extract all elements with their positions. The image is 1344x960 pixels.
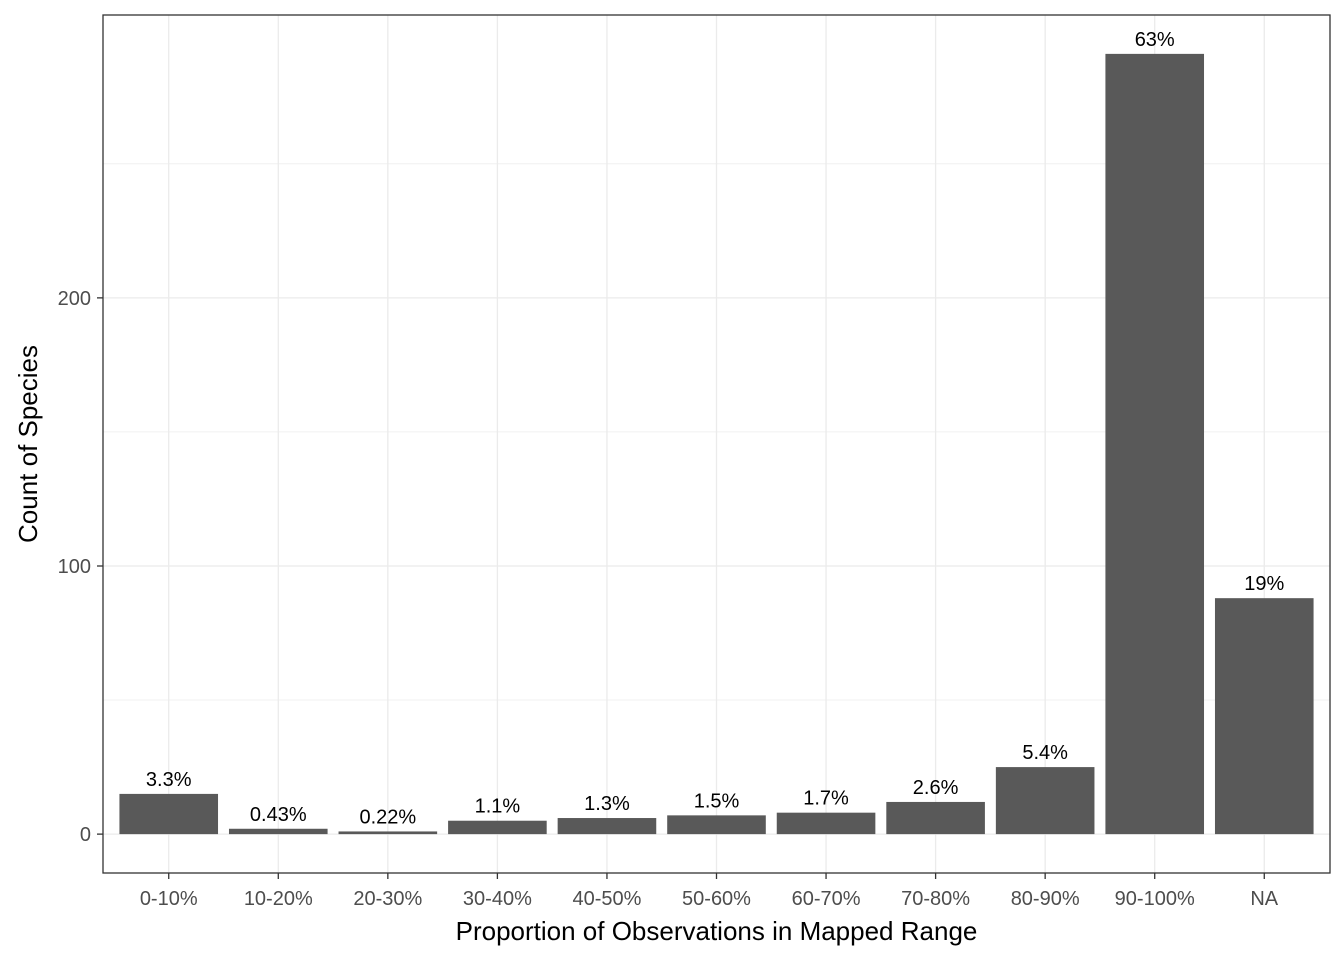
x-tick-label: 10-20% — [244, 888, 313, 910]
bars — [119, 53, 1314, 835]
x-tick-label: 90-100% — [1115, 888, 1195, 910]
bar — [1105, 53, 1205, 835]
x-tick-label: 0-10% — [140, 888, 198, 910]
bar-value-label: 1.7% — [803, 788, 849, 810]
bar-labels: 3.3% 0.43% 0.22% 1.1% 1.3% 1.5% 1.7% 2.6% 5.4% 63… — [146, 29, 1285, 829]
x-tick-label: NA — [1250, 888, 1278, 910]
bar — [228, 828, 328, 835]
y-axis-title: Count of Species — [13, 345, 43, 543]
bar — [119, 793, 219, 835]
bar — [995, 767, 1095, 835]
bar-value-label: 2.6% — [913, 777, 959, 799]
bar — [776, 812, 876, 835]
bar — [1214, 598, 1314, 835]
bar-value-label: 1.1% — [475, 796, 521, 818]
y-tick-label: 100 — [58, 556, 91, 578]
bar-value-label: 19% — [1244, 573, 1284, 595]
x-tick-label: 60-70% — [792, 888, 861, 910]
x-tick-label: 80-90% — [1011, 888, 1080, 910]
y-axis-ticks: 0 100 200 — [58, 288, 103, 846]
major-gridlines — [103, 15, 1330, 873]
x-tick-label: 50-60% — [682, 888, 751, 910]
y-tick-label: 200 — [58, 288, 91, 310]
bar — [338, 831, 438, 835]
x-axis-title: Proportion of Observations in Mapped Ran… — [456, 916, 978, 946]
x-tick-label: 20-30% — [353, 888, 422, 910]
bar — [448, 820, 547, 835]
bar-value-label: 1.5% — [694, 790, 740, 812]
bar-value-label: 1.3% — [584, 793, 630, 815]
y-tick-label: 0 — [80, 824, 91, 846]
x-tick-label: 40-50% — [572, 888, 641, 910]
x-tick-label: 30-40% — [463, 888, 532, 910]
bar-value-label: 63% — [1135, 29, 1175, 51]
bar — [667, 815, 766, 835]
bar-value-label: 3.3% — [146, 769, 192, 791]
bar-value-label: 5.4% — [1022, 742, 1068, 764]
bar — [886, 801, 985, 835]
bar-value-label: 0.43% — [250, 804, 307, 826]
x-tick-label: 70-80% — [901, 888, 970, 910]
bar — [557, 818, 657, 835]
bar-value-label: 0.22% — [359, 806, 416, 828]
x-axis-ticks: 0-10% 10-20% 20-30% 30-40% 40-50% 50-60% 60-70… — [140, 873, 1279, 910]
